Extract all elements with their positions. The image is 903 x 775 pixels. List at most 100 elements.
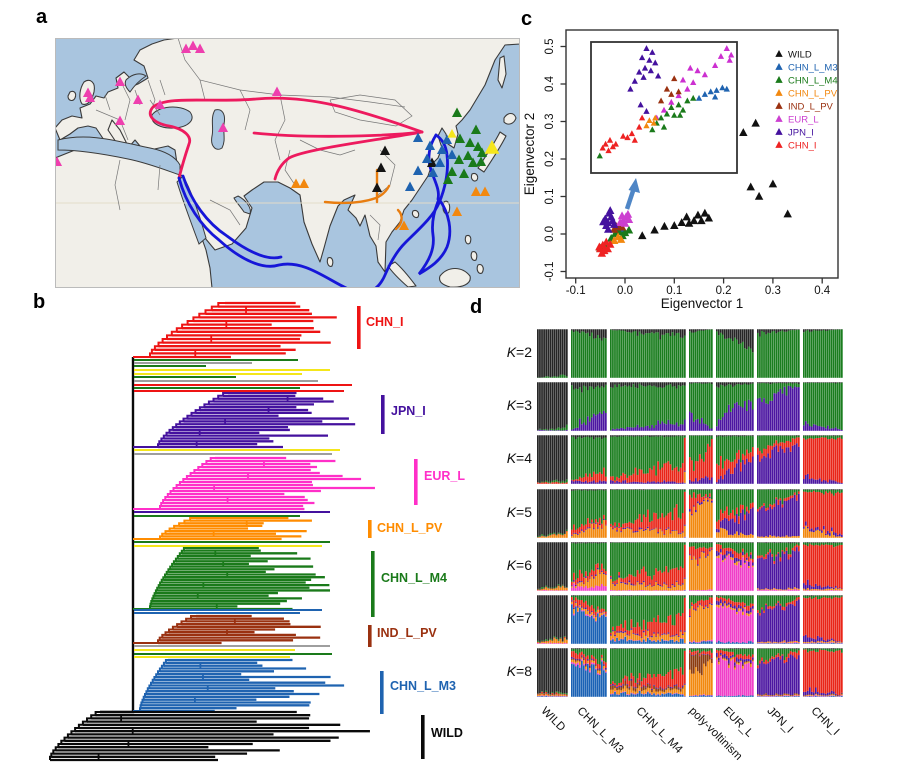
admixture-bar-segment	[587, 477, 589, 483]
admixture-bar-segment	[589, 522, 591, 528]
admixture-bar-segment	[565, 648, 568, 694]
admixture-bar-segment	[825, 586, 827, 589]
admixture-bar-segment	[711, 382, 713, 385]
admixture-bar-segment	[833, 597, 835, 640]
admixture-bar-segment	[646, 585, 649, 591]
admixture-bar-segment	[679, 638, 682, 639]
admixture-bar-segment	[683, 471, 686, 473]
admixture-bar-segment	[659, 528, 662, 538]
admixture-bar-segment	[543, 587, 545, 589]
admixture-bar-segment	[699, 649, 701, 654]
admixture-bar-segment	[563, 533, 566, 538]
admixture-bar-segment	[730, 512, 732, 519]
admixture-bar-segment	[732, 601, 734, 607]
admixture-bar-segment	[577, 533, 579, 535]
admixture-bar-segment	[746, 560, 748, 591]
admixture-bar-segment	[805, 489, 807, 492]
admixture-bar-segment	[616, 625, 618, 632]
admixture-bar-segment	[795, 387, 798, 431]
admixture-bar-segment	[757, 589, 759, 591]
admixture-bar-segment	[677, 595, 680, 613]
admixture-bar-segment	[585, 576, 587, 578]
admixture-bar-segment	[691, 481, 693, 485]
admixture-bar-segment	[817, 491, 819, 527]
admixture-bar-segment	[691, 655, 693, 674]
admixture-bar-segment	[620, 582, 623, 591]
admixture-bar-segment	[825, 436, 827, 438]
admixture-bar-segment	[649, 639, 651, 641]
admixture-bar-segment	[583, 595, 585, 603]
admixture-bar-segment	[630, 686, 633, 693]
admixture-bar-segment	[653, 481, 655, 485]
admixture-bar-segment	[655, 581, 657, 590]
admixture-bar-segment	[610, 435, 612, 438]
admixture-bar-segment	[765, 436, 767, 450]
admixture-bar-segment	[726, 542, 728, 548]
admixture-bar-segment	[661, 676, 664, 689]
admixture-bar-segment	[614, 641, 616, 644]
admixture-bar-segment	[795, 588, 798, 590]
pca-point-CHN_L_M4	[614, 227, 624, 236]
admixture-bar-segment	[626, 694, 629, 695]
admixture-bar-segment	[777, 383, 780, 392]
admixture-bar-segment	[579, 543, 581, 570]
admixture-bar-segment	[616, 649, 618, 686]
admixture-bar-segment	[673, 688, 676, 694]
admixture-bar-segment	[829, 489, 831, 492]
admixture-bar-segment	[644, 586, 647, 591]
pca-point-IND_L_PV	[609, 224, 619, 233]
inset-point-EUR_L	[711, 62, 719, 69]
admixture-bar-segment	[699, 641, 701, 643]
admixture-bar-segment	[671, 679, 674, 688]
pca-point-CHN_L_M4	[620, 228, 630, 237]
admixture-bar-segment	[667, 435, 670, 438]
admixture-bar-segment	[642, 649, 645, 678]
admixture-bar-segment	[679, 638, 682, 644]
admixture-bar-segment	[622, 581, 625, 583]
admixture-bar-segment	[618, 542, 620, 543]
admixture-bar-segment	[593, 472, 595, 481]
legend-label-EUR_L: EUR_L	[788, 115, 819, 126]
admixture-bar-segment	[597, 670, 599, 674]
map-marker-EUR_L	[271, 86, 283, 96]
admixture-bar-segment	[591, 477, 593, 482]
admixture-bar-segment	[565, 587, 568, 588]
admixture-bar-segment	[543, 429, 545, 431]
admixture-bar-segment	[640, 691, 643, 694]
admixture-bar-segment	[575, 479, 577, 481]
admixture-bar-segment	[653, 585, 655, 586]
admixture-bar-segment	[789, 489, 792, 496]
admixture-bar-segment	[624, 429, 627, 431]
admixture-bar-segment	[795, 642, 798, 644]
inset-point-CHN_L_M4	[649, 126, 656, 133]
admixture-bar-segment	[781, 641, 784, 643]
admixture-bar-segment	[671, 635, 674, 637]
admixture-bar-segment	[740, 532, 742, 538]
admixture-bar-segment	[563, 586, 566, 588]
admixture-bar-segment	[565, 382, 568, 425]
admixture-bar-segment	[783, 595, 786, 597]
admixture-bar-segment	[679, 631, 682, 639]
admixture-bar-segment	[634, 435, 637, 437]
admixture-bar-segment	[691, 559, 693, 590]
admixture-bar-segment	[697, 488, 699, 490]
admixture-bar-segment	[543, 695, 545, 697]
admixture-bar-segment	[644, 634, 647, 636]
admixture-bar-segment	[626, 435, 629, 437]
admixture-bar-segment	[781, 590, 784, 591]
admixture-bar-segment	[626, 694, 629, 697]
admixture-bar-segment	[691, 602, 693, 606]
admixture-bar-segment	[597, 664, 599, 669]
admixture-bar-segment	[744, 455, 746, 465]
admixture-bar-segment	[603, 661, 605, 665]
admixture-bar-segment	[701, 489, 703, 497]
inset-point-CHN_L_M4	[679, 106, 687, 113]
admixture-bar-segment	[636, 684, 639, 689]
admixture-bar-segment	[797, 643, 800, 644]
admixture-bar-segment	[541, 382, 543, 430]
admixture-bar-segment	[579, 435, 581, 437]
admixture-bar-segment	[547, 643, 550, 644]
admixture-bar-segment	[724, 510, 726, 518]
clade-spine	[149, 547, 186, 609]
map-marker-EUR_L	[180, 43, 192, 53]
